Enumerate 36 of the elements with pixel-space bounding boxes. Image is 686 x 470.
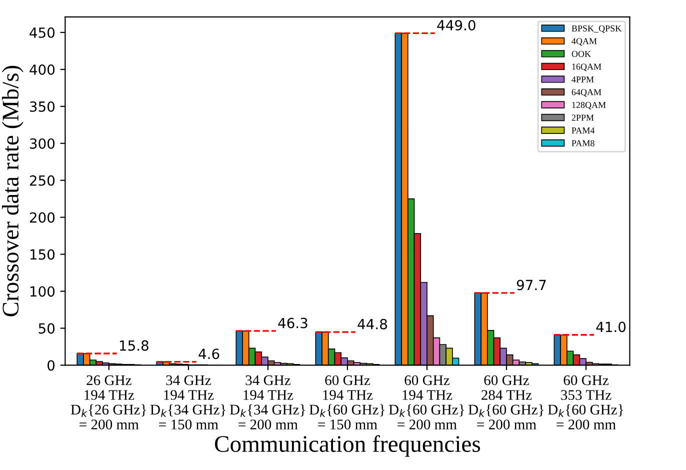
x-tick-label: 60 GHz 284 THz D$_{k}${60 GHz} = 200 mm bbox=[468, 375, 544, 430]
y-tick-label: 100 bbox=[30, 286, 55, 297]
data-label: 449.0 bbox=[437, 20, 476, 30]
y-tick-label: 450 bbox=[30, 27, 55, 38]
x-axis-title: Communication frequencies bbox=[214, 435, 480, 457]
data-label: 44.8 bbox=[358, 318, 387, 330]
y-tick-label: 0 bbox=[48, 360, 55, 371]
y-tick-label: 200 bbox=[30, 212, 55, 223]
data-label: 41.0 bbox=[596, 322, 626, 332]
x-tick-label: 26 GHz 194 THz D$_{k}${26 GHz} = 200 mm bbox=[70, 375, 146, 430]
legend-label: BPSK_QPSK bbox=[572, 25, 622, 33]
x-tick-label: 34 GHz 194 THz D$_{k}${34 GHz} = 150 mm bbox=[150, 375, 226, 430]
x-tick-label: 60 GHz 353 THz D$_{k}${60 GHz} = 200 mm bbox=[548, 375, 624, 430]
y-tick-label: 400 bbox=[30, 64, 55, 75]
legend-label: PAM4 bbox=[572, 127, 595, 134]
legend-label: 16QAM bbox=[572, 64, 602, 72]
legend-label: 2PPM bbox=[572, 114, 594, 121]
data-label: 4.6 bbox=[198, 348, 220, 360]
y-tick-label: 150 bbox=[30, 249, 55, 260]
y-tick-label: 250 bbox=[30, 175, 55, 186]
legend-label: 4PPM bbox=[572, 76, 594, 82]
legend-label: OOK bbox=[572, 50, 591, 57]
y-axis-title: Crossover data rate (Mb/s) bbox=[2, 66, 24, 316]
y-tick-label: 300 bbox=[30, 138, 55, 149]
legend-label: 64QAM bbox=[572, 89, 602, 97]
y-tick-label: 350 bbox=[30, 101, 55, 112]
y-tick-label: 50 bbox=[38, 323, 55, 334]
legend-label: 4QAM bbox=[572, 38, 597, 46]
legend-label: PAM8 bbox=[572, 140, 594, 146]
data-label: 46.3 bbox=[278, 318, 308, 328]
data-label: 15.8 bbox=[120, 340, 148, 351]
legend-label: 128QAM bbox=[572, 102, 606, 110]
data-label: 97.7 bbox=[516, 280, 546, 290]
x-tick-label: 60 GHz 194 THz D$_{k}${60 GHz} = 150 mm bbox=[309, 375, 384, 430]
x-tick-label: 34 GHz 194 THz D$_{k}${34 GHz} = 200 mm bbox=[230, 375, 305, 430]
x-tick-label: 60 GHz 194 THz D$_{k}${60 GHz} = 200 mm bbox=[388, 375, 464, 430]
